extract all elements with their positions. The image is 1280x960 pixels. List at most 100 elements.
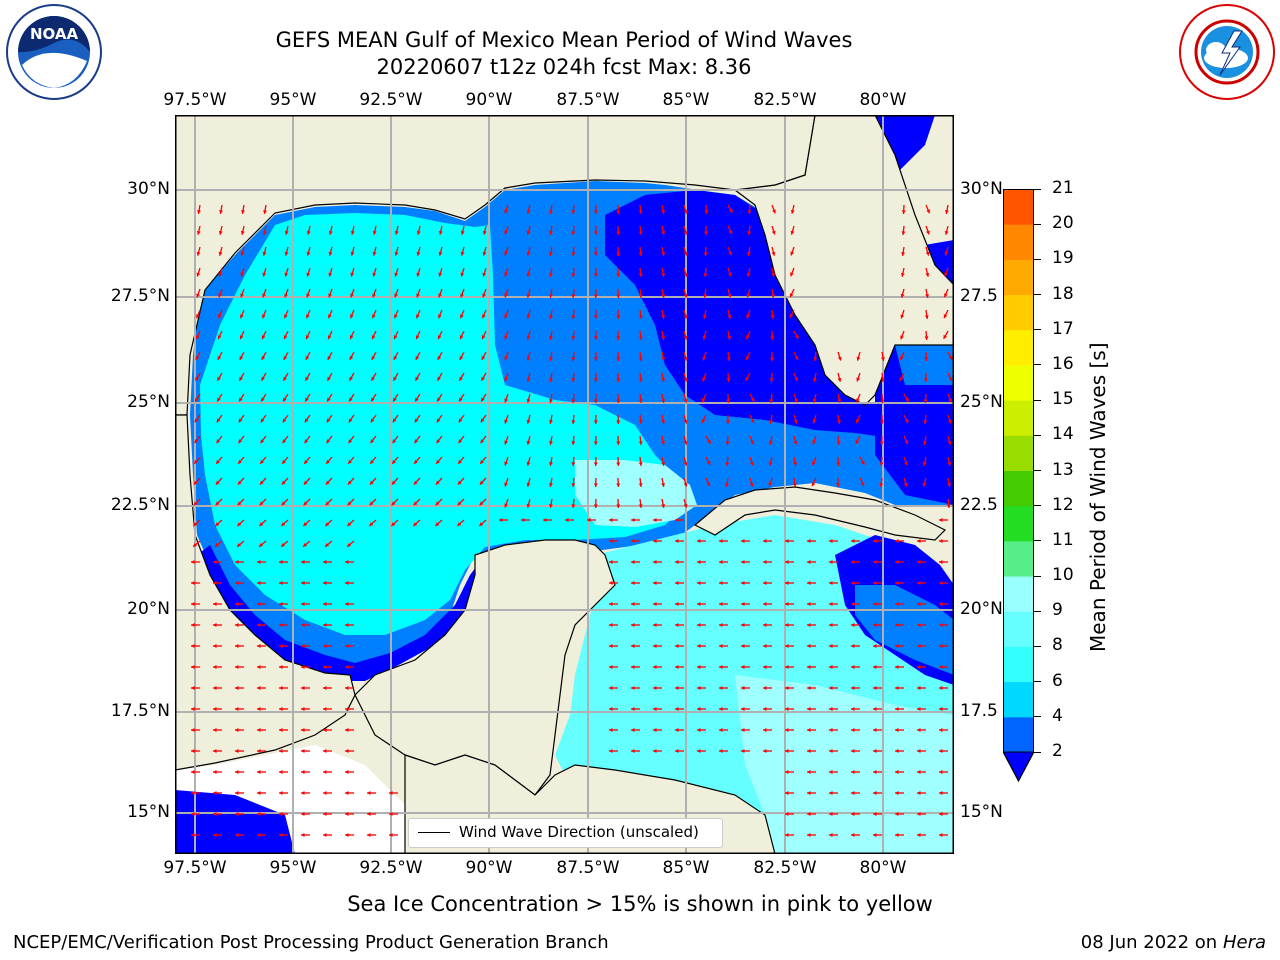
wind-wave-arrowhead xyxy=(944,293,948,298)
wind-wave-arrowhead xyxy=(191,791,195,795)
wind-wave-arrowhead xyxy=(851,644,855,648)
wind-wave-arrowhead xyxy=(213,770,217,774)
wind-wave-arrowhead xyxy=(393,397,397,402)
wind-wave-arrowhead xyxy=(807,602,811,606)
wind-wave-arrowhead xyxy=(939,518,943,522)
wind-wave-arrowhead xyxy=(345,812,349,816)
lon-label-bottom: 87.5°W xyxy=(556,858,620,878)
wind-wave-arrowhead xyxy=(281,501,286,506)
wind-wave-arrowhead xyxy=(350,272,355,277)
wind-wave-arrowhead xyxy=(217,376,221,381)
wind-wave-arrowhead xyxy=(328,293,332,298)
wind-wave-arrowhead xyxy=(812,440,816,445)
wind-wave-arrowhead xyxy=(458,459,462,464)
wind-wave-arrowhead xyxy=(526,419,531,424)
wind-wave-arrowhead xyxy=(616,462,621,466)
wind-wave-arrowhead xyxy=(675,707,679,711)
wind-wave-arrowhead xyxy=(943,314,948,319)
wind-wave-arrowhead xyxy=(917,560,921,564)
wind-wave-arrowhead xyxy=(191,623,195,627)
wind-wave-arrowhead xyxy=(836,483,840,487)
wind-wave-arrowhead xyxy=(565,518,569,522)
wind-wave-arrowhead xyxy=(895,770,899,774)
wind-wave-arrowhead xyxy=(369,522,374,527)
wind-wave-arrowhead xyxy=(571,315,576,319)
wind-wave-arrowhead xyxy=(741,686,745,690)
wind-wave-arrowhead xyxy=(323,833,327,837)
wind-wave-arrowhead xyxy=(303,542,308,547)
wind-wave-arrowhead xyxy=(707,439,711,444)
wind-wave-arrowhead xyxy=(238,439,243,444)
wind-wave-arrowhead xyxy=(922,461,927,466)
wind-wave-arrowhead xyxy=(895,686,899,690)
wind-wave-arrowhead xyxy=(609,602,613,606)
wind-wave-arrowhead xyxy=(328,251,333,256)
wind-wave-arrowhead xyxy=(593,420,598,424)
wind-wave-arrowhead xyxy=(235,770,239,774)
wind-wave-arrowhead xyxy=(194,439,199,444)
wind-wave-arrowhead xyxy=(194,418,199,423)
wind-wave-arrowhead xyxy=(785,602,789,606)
wind-wave-arrowhead xyxy=(683,377,688,382)
wind-wave-arrowhead xyxy=(719,560,723,564)
colorbar-tick-label: 2 xyxy=(1052,741,1063,761)
wind-wave-arrowhead xyxy=(301,812,305,816)
wind-wave-arrowhead xyxy=(372,293,376,298)
wind-wave-arrowhead xyxy=(345,728,349,732)
wind-wave-arrowhead xyxy=(683,209,688,214)
wind-wave-arrowhead xyxy=(237,501,242,506)
wind-wave-arrowhead xyxy=(571,336,576,340)
wind-wave-arrowhead xyxy=(785,770,789,774)
wind-wave-arrowhead xyxy=(851,791,855,795)
wind-wave-arrowhead xyxy=(345,581,349,585)
wind-wave-arrowhead xyxy=(394,293,398,298)
wind-wave-arrowhead xyxy=(549,315,553,319)
wind-wave-arrowhead xyxy=(262,251,267,256)
wind-wave-arrowhead xyxy=(807,560,811,564)
wind-wave-arrowhead xyxy=(350,251,355,256)
wind-wave-arrowhead xyxy=(504,209,509,214)
wind-wave-arrowhead xyxy=(702,377,706,382)
wind-wave-arrowhead xyxy=(213,728,217,732)
wind-wave-arrowhead xyxy=(571,462,576,466)
wind-wave-arrowhead xyxy=(438,272,443,277)
wind-wave-arrowhead xyxy=(392,459,396,464)
wind-wave-arrowhead xyxy=(549,231,553,235)
wind-wave-arrowhead xyxy=(526,377,531,382)
lon-label-bottom: 82.5°W xyxy=(753,858,817,878)
wind-wave-arrowhead xyxy=(790,251,795,256)
wind-wave-arrowhead xyxy=(683,314,688,319)
wind-wave-arrowhead xyxy=(261,397,265,402)
wind-wave-arrowhead xyxy=(437,355,442,360)
wind-wave-arrowhead xyxy=(749,482,754,487)
wind-wave-arrowhead xyxy=(257,644,261,648)
wind-wave-arrowhead xyxy=(349,335,354,340)
wind-wave-arrowhead xyxy=(504,251,509,256)
wind-wave-arrowhead xyxy=(526,230,531,235)
wind-wave-arrowhead xyxy=(851,539,855,543)
wind-wave-arrowhead xyxy=(837,377,842,382)
wind-wave-arrowhead xyxy=(504,398,509,403)
wind-wave-arrowhead xyxy=(284,314,288,319)
wind-wave-arrowhead xyxy=(306,314,310,319)
wind-wave-arrowhead xyxy=(638,231,643,235)
wind-wave-arrowhead xyxy=(703,252,708,256)
wind-wave-arrowhead xyxy=(790,209,795,214)
lon-label-bottom: 80°W xyxy=(859,858,907,878)
wind-wave-arrowhead xyxy=(438,230,443,235)
wind-wave-arrowhead xyxy=(917,833,921,837)
wind-wave-arrowhead xyxy=(653,623,657,627)
lon-label-top: 85°W xyxy=(662,90,710,110)
wind-wave-arrowhead xyxy=(675,560,679,564)
wind-wave-arrowhead xyxy=(261,355,266,360)
wind-wave-arrowhead xyxy=(812,461,816,466)
wind-wave-arrowhead xyxy=(394,230,399,235)
wind-wave-arrowhead xyxy=(925,294,930,298)
wind-wave-arrowhead xyxy=(460,230,465,235)
lat-label-right: 30°N xyxy=(960,179,1003,199)
wind-wave-arrowhead xyxy=(257,581,261,585)
wind-wave-arrowhead xyxy=(327,335,332,340)
wind-wave-arrowhead xyxy=(807,644,811,648)
wind-wave-arrowhead xyxy=(895,602,899,606)
wind-wave-arrowhead xyxy=(191,560,195,564)
